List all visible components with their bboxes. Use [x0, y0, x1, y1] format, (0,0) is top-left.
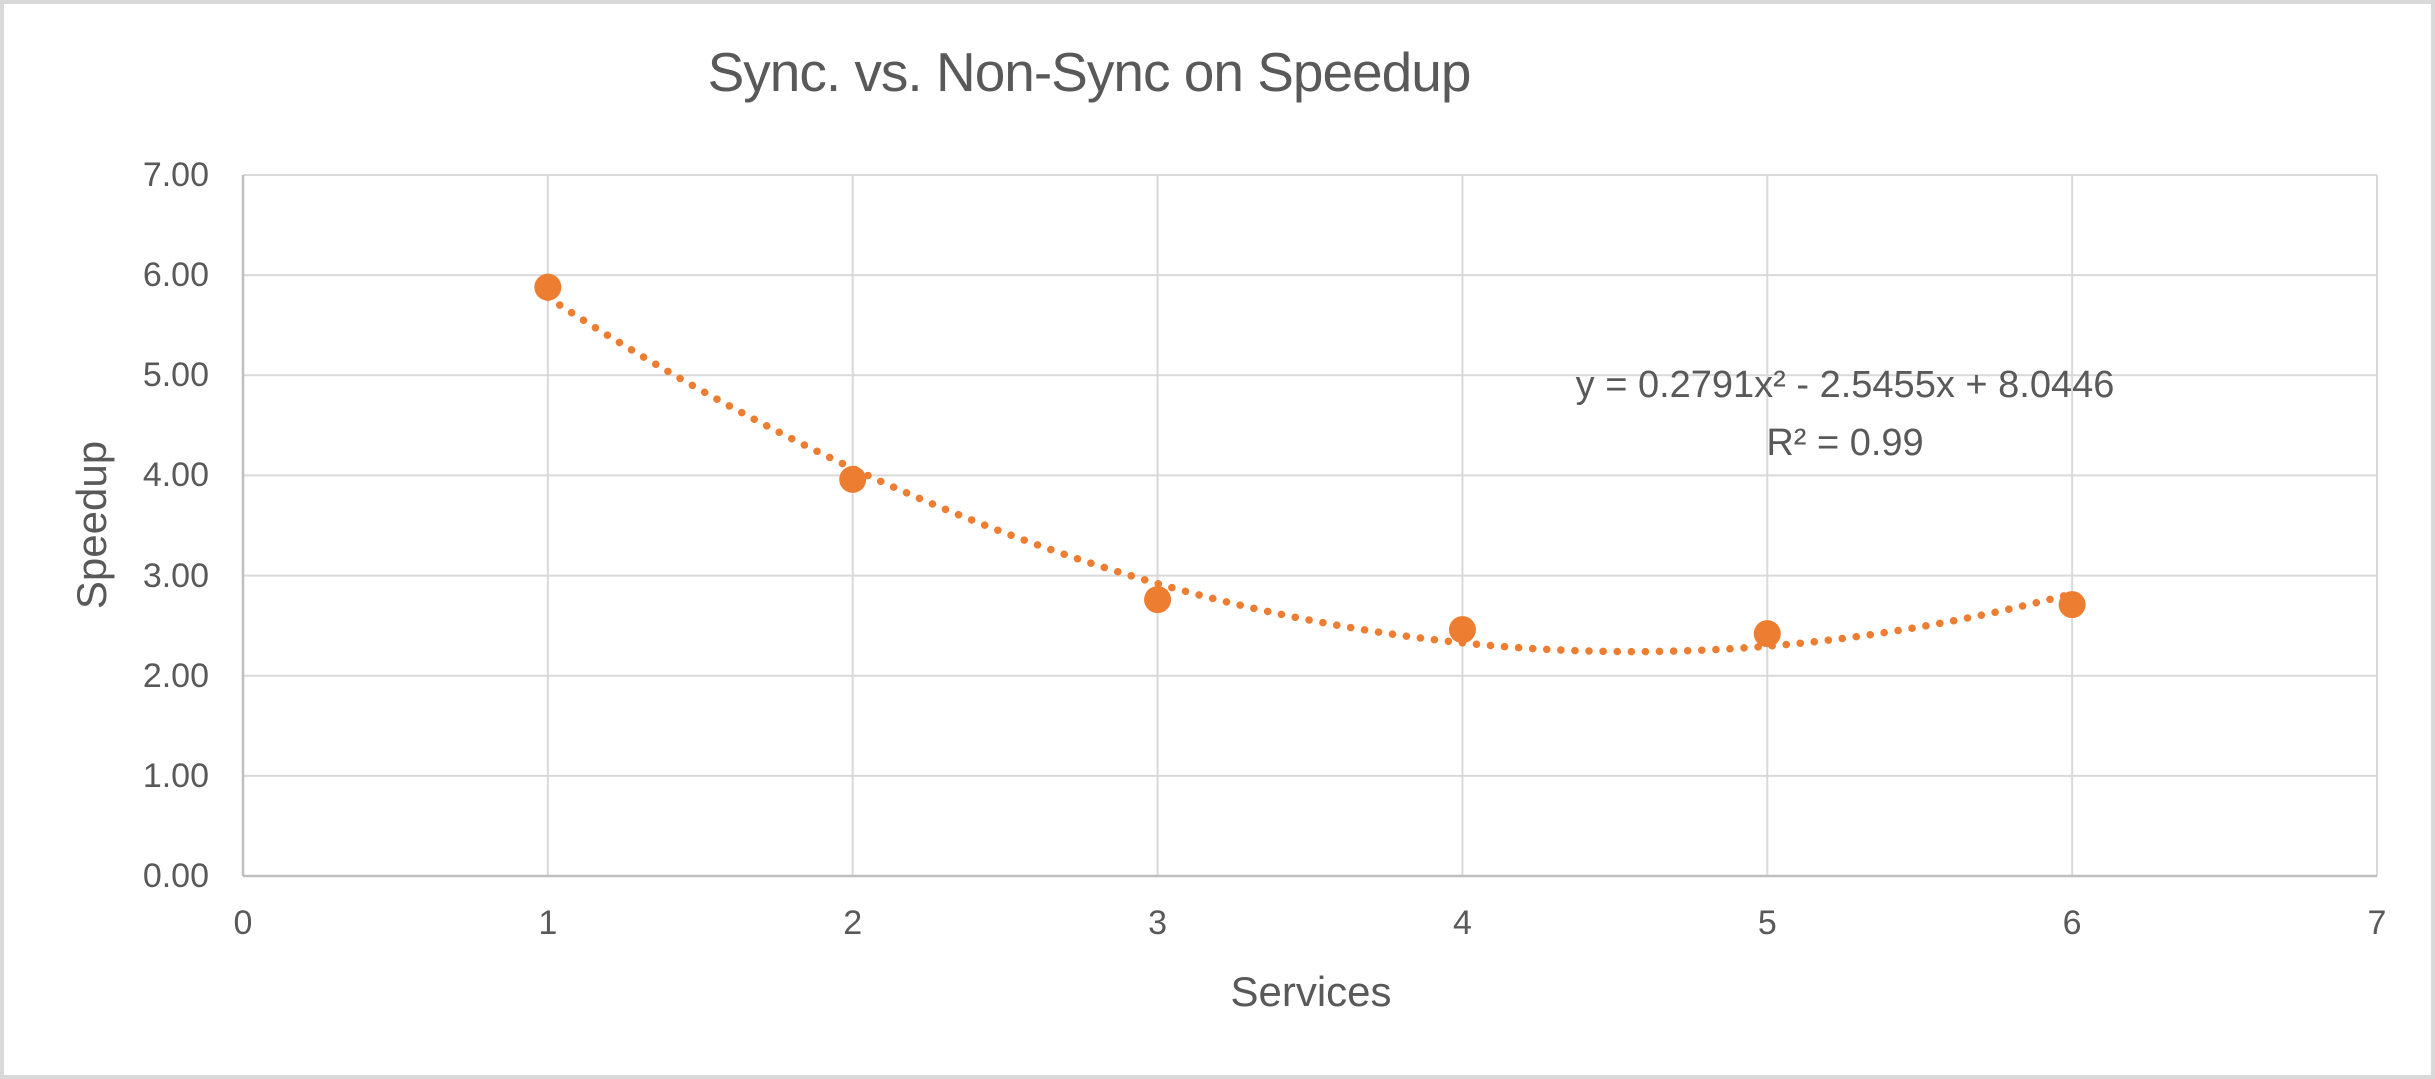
data-point-marker	[1144, 586, 1172, 614]
x-tick-label: 4	[1452, 904, 1472, 942]
y-tick-label: 7.00	[142, 156, 209, 194]
trendline-path	[544, 293, 2076, 656]
x-axis-title: Services	[1230, 968, 1392, 1015]
x-tick-label: 0	[233, 904, 253, 942]
y-tick-label: 6.00	[142, 256, 209, 295]
x-tick-label: 1	[538, 904, 558, 942]
x-tick-label: 7	[2367, 904, 2387, 942]
data-point-marker	[534, 273, 562, 301]
y-tick-label: 1.00	[142, 756, 209, 795]
trendline-label: y = 0.2791x² - 2.5455x + 8.0446 R² = 0.9…	[1576, 356, 2115, 472]
data-point-marker	[1753, 620, 1781, 648]
trendline-equation: y = 0.2791x² - 2.5455x + 8.0446	[1575, 364, 2115, 406]
data-point-marker	[839, 465, 867, 493]
y-tick-label: 0.00	[142, 857, 209, 895]
x-tick-label: 5	[1757, 904, 1777, 942]
y-tick-label: 2.00	[142, 656, 209, 695]
x-tick-label: 6	[2062, 904, 2082, 942]
y-tick-label: 3.00	[142, 556, 209, 595]
chart-title: Sync. vs. Non-Sync on Speedup	[707, 41, 1472, 103]
data-point-marker	[1448, 616, 1476, 644]
y-tick-label: 5.00	[142, 356, 209, 395]
plot-area	[241, 174, 2378, 878]
data-point-marker	[2058, 591, 2086, 619]
x-tick-label: 2	[843, 904, 863, 942]
x-tick-label: 3	[1148, 904, 1168, 942]
trendline-r-squared: R² = 0.99	[1766, 422, 1924, 464]
y-tick-label: 4.00	[142, 456, 209, 495]
